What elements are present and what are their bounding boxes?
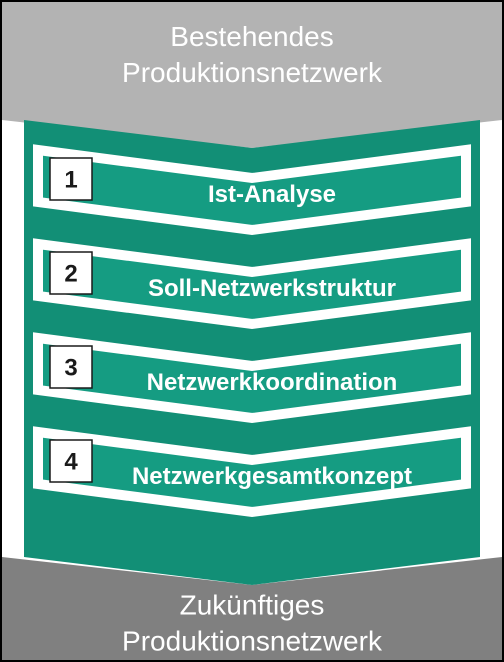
diagram-svg: Bestehendes Produktionsnetzwerk Zukünftige… <box>2 2 502 660</box>
step-number-2: 2 <box>64 260 77 287</box>
step-number-3: 3 <box>64 354 77 381</box>
step-number-1: 1 <box>64 166 77 193</box>
step-number-4: 4 <box>64 448 78 475</box>
step-label-1: Ist-Analyse <box>208 181 336 208</box>
header-line1: Bestehendes <box>170 21 333 52</box>
step-label-3: Netzwerkkoordination <box>147 369 398 396</box>
diagram-frame: Bestehendes Produktionsnetzwerk Zukünftige… <box>0 0 504 662</box>
header-line2: Produktionsnetzwerk <box>122 57 383 88</box>
footer-line1: Zukünftiges <box>180 590 325 621</box>
footer-line2: Produktionsnetzwerk <box>122 626 383 657</box>
step-label-4: Netzwerkgesamtkonzept <box>132 463 412 490</box>
step-label-2: Soll-Netzwerkstruktur <box>148 275 396 302</box>
